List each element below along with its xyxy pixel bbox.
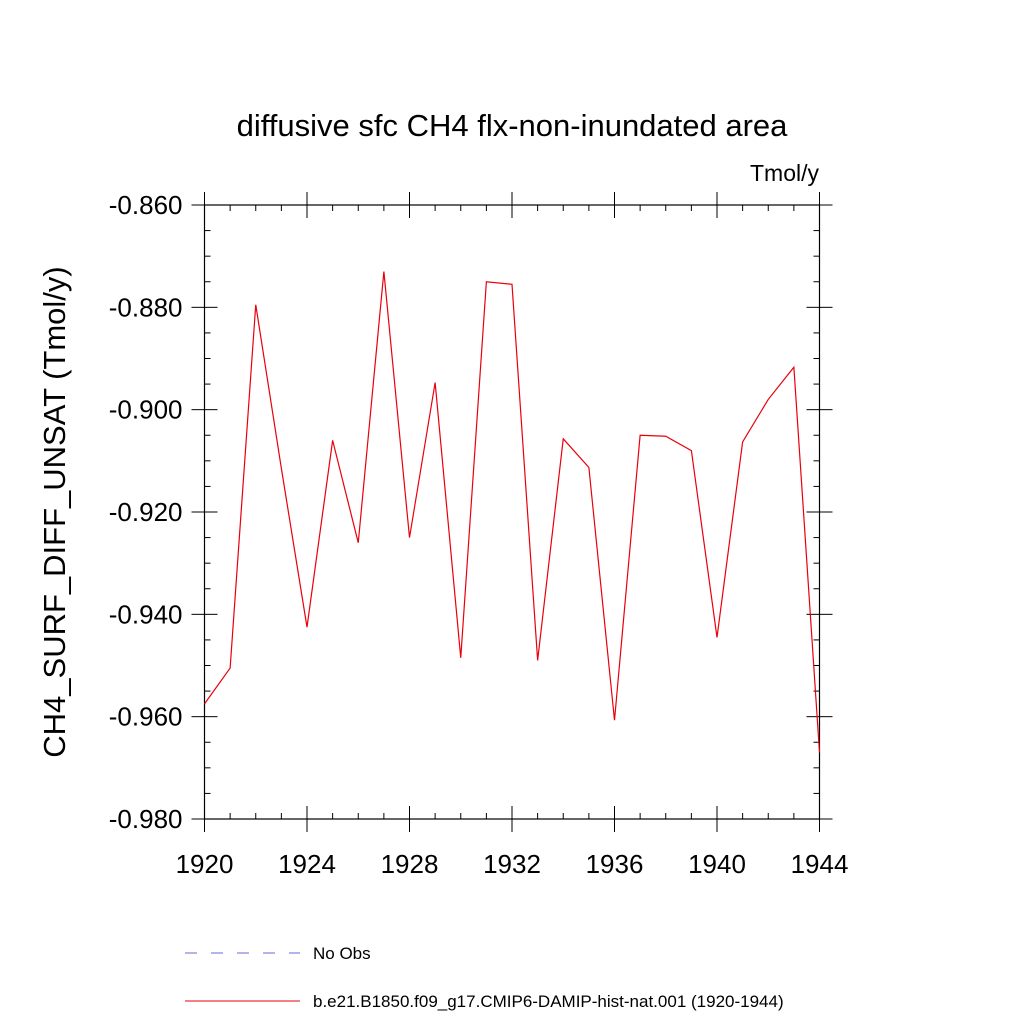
legend-label-no-obs: No Obs — [313, 944, 371, 963]
plot-frame — [203, 204, 821, 820]
x-tick-label: 1940 — [688, 849, 746, 879]
series-line-0 — [204, 271, 821, 753]
x-tick-label: 1924 — [278, 849, 336, 879]
legend: No Obs b.e21.B1850.f09_g17.CMIP6-DAMIP-h… — [185, 944, 784, 1011]
units-label: Tmol/y — [750, 160, 820, 186]
y-tick-label: -0.940 — [109, 599, 183, 629]
y-tick-label: -0.980 — [109, 804, 183, 834]
x-tick-label: 1928 — [381, 849, 439, 879]
x-tick-label: 1932 — [483, 849, 541, 879]
y-tick-label: -0.860 — [109, 190, 183, 220]
y-tick-label: -0.880 — [109, 292, 183, 322]
y-tick-labels: -0.860 -0.880 -0.900 -0.920 -0.940 -0.960 -0.9… — [109, 190, 183, 834]
y-tick-label: -0.900 — [109, 395, 183, 425]
x-tick-labels: 1920 1924 1928 1932 1936 1940 1944 — [176, 849, 849, 879]
y-axis-label: CH4_SURF_DIFF_UNSAT (Tmol/y) — [37, 266, 72, 757]
chart-title: diffusive sfc CH4 flx-non-inundated area — [237, 108, 789, 143]
series-group — [204, 271, 821, 753]
x-tick-label: 1936 — [586, 849, 644, 879]
y-tick-label: -0.920 — [109, 497, 183, 527]
x-tick-label: 1920 — [176, 849, 234, 879]
axis-ticks — [191, 192, 833, 832]
legend-label-model-run: b.e21.B1850.f09_g17.CMIP6-DAMIP-hist-nat… — [313, 992, 784, 1011]
y-tick-label: -0.960 — [109, 702, 183, 732]
x-tick-label: 1944 — [791, 849, 849, 879]
